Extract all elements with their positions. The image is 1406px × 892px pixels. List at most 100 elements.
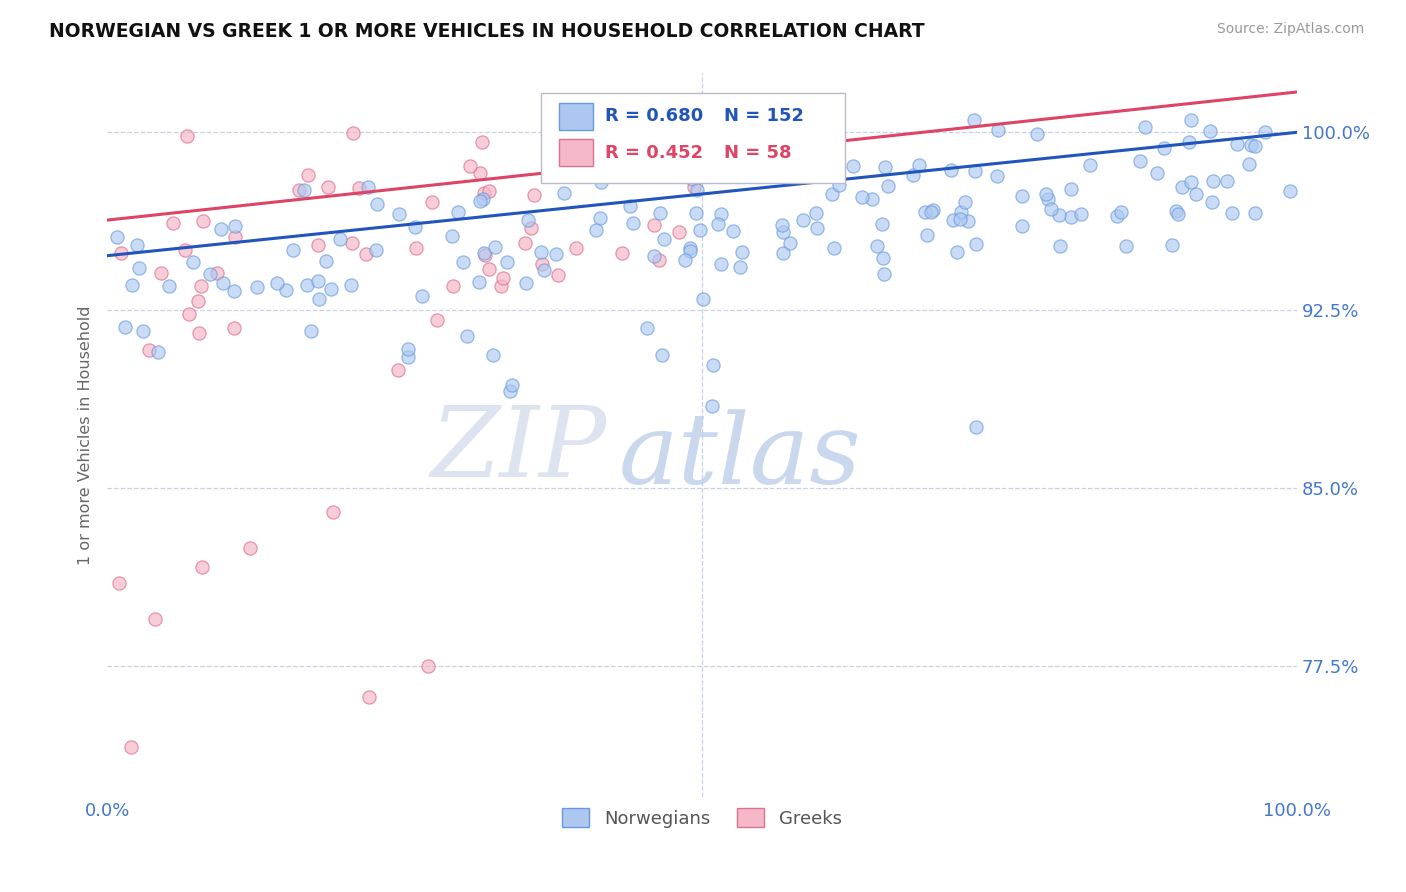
- Point: [689, 223, 711, 237]
- Point: [920, 204, 942, 219]
- Point: [877, 178, 900, 193]
- Point: [965, 236, 987, 251]
- Point: [949, 205, 972, 219]
- Point: [364, 243, 387, 257]
- Point: [873, 267, 896, 281]
- Point: [623, 216, 645, 230]
- Point: [922, 202, 945, 217]
- Point: [1185, 187, 1208, 202]
- Point: [901, 168, 924, 182]
- Point: [804, 206, 827, 220]
- Point: [648, 206, 671, 220]
- Point: [533, 263, 555, 277]
- Point: [1146, 166, 1168, 180]
- Point: [728, 260, 751, 274]
- Point: [710, 257, 733, 271]
- Point: [860, 193, 883, 207]
- Point: [1240, 137, 1263, 152]
- Point: [851, 190, 873, 204]
- Text: R = 0.452: R = 0.452: [605, 144, 703, 161]
- Point: [957, 214, 980, 228]
- Point: [299, 324, 322, 338]
- Point: [942, 212, 965, 227]
- Point: [114, 320, 136, 334]
- Point: [1278, 184, 1301, 198]
- Point: [1080, 158, 1102, 172]
- Point: [582, 133, 605, 147]
- Point: [411, 289, 433, 303]
- Bar: [560, 139, 593, 166]
- Point: [520, 221, 543, 235]
- Point: [682, 180, 704, 194]
- Point: [553, 186, 575, 200]
- Point: [246, 280, 269, 294]
- Point: [366, 196, 388, 211]
- Point: [953, 195, 976, 210]
- Point: [652, 232, 675, 246]
- Point: [1167, 207, 1189, 221]
- Point: [1177, 135, 1199, 149]
- Point: [1220, 206, 1243, 220]
- Point: [426, 312, 449, 326]
- Point: [239, 541, 262, 555]
- Point: [198, 267, 221, 281]
- Point: [162, 216, 184, 230]
- Point: [610, 245, 633, 260]
- Point: [209, 222, 232, 236]
- Point: [1201, 195, 1223, 210]
- Point: [501, 378, 523, 392]
- Point: [949, 212, 972, 227]
- Point: [516, 212, 538, 227]
- Point: [655, 156, 678, 170]
- Point: [823, 241, 845, 255]
- Point: [668, 225, 690, 239]
- Point: [643, 249, 665, 263]
- Point: [205, 266, 228, 280]
- Point: [772, 246, 794, 260]
- Point: [770, 218, 793, 232]
- Point: [191, 214, 214, 228]
- Point: [388, 207, 411, 221]
- Point: [396, 350, 419, 364]
- Point: [120, 739, 142, 754]
- Point: [946, 244, 969, 259]
- Point: [340, 235, 363, 250]
- Point: [1011, 219, 1033, 233]
- Text: atlas: atlas: [619, 409, 862, 504]
- Point: [288, 183, 311, 197]
- Point: [866, 239, 889, 253]
- Point: [125, 238, 148, 252]
- Point: [707, 217, 730, 231]
- Point: [589, 211, 612, 225]
- Point: [1039, 202, 1062, 217]
- Point: [319, 281, 342, 295]
- Point: [821, 187, 844, 202]
- Point: [787, 153, 810, 167]
- Point: [315, 253, 337, 268]
- Point: [792, 212, 814, 227]
- Point: [636, 321, 658, 335]
- Point: [547, 268, 569, 282]
- Point: [405, 241, 427, 255]
- Point: [143, 612, 166, 626]
- Point: [1254, 125, 1277, 139]
- Point: [546, 247, 568, 261]
- Point: [492, 271, 515, 285]
- Point: [1060, 210, 1083, 224]
- Point: [806, 221, 828, 235]
- Point: [357, 690, 380, 705]
- Point: [181, 255, 204, 269]
- Point: [354, 247, 377, 261]
- Point: [418, 659, 440, 673]
- Point: [468, 275, 491, 289]
- Point: [648, 252, 671, 267]
- Point: [441, 279, 464, 293]
- Point: [987, 123, 1010, 137]
- Point: [146, 345, 169, 359]
- Point: [281, 243, 304, 257]
- Point: [565, 242, 588, 256]
- Point: [404, 219, 426, 234]
- Point: [128, 261, 150, 276]
- Point: [872, 251, 894, 265]
- Point: [471, 136, 494, 150]
